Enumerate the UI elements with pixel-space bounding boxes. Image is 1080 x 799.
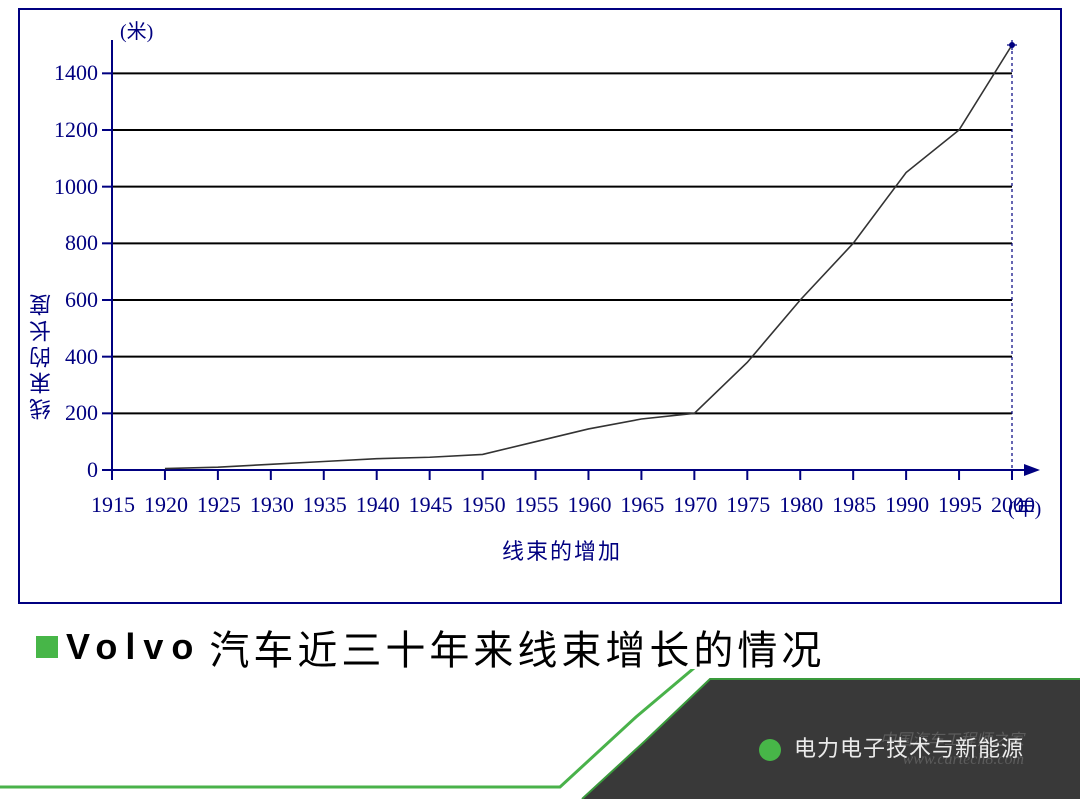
y-axis-unit: (米) [120, 15, 153, 44]
x-tick-label: 1965 [615, 492, 669, 518]
x-tick-label: 1995 [933, 492, 987, 518]
x-tick-label: 1935 [298, 492, 352, 518]
x-axis-title: 线束的增加 [502, 534, 622, 566]
y-axis-title: 线束的长度 [26, 290, 58, 420]
x-tick-label: 1940 [351, 492, 405, 518]
x-tick-label: 1930 [245, 492, 299, 518]
chart-area [100, 40, 1040, 510]
caption-volvo: Volvo [66, 626, 201, 668]
watermark-source-text: 电力电子技术与新能源 [794, 736, 1024, 761]
y-tick-label: 400 [65, 344, 98, 370]
x-tick-label: 1990 [880, 492, 934, 518]
x-tick-label: 1975 [721, 492, 775, 518]
x-tick-label: 1925 [192, 492, 246, 518]
y-tick-label: 0 [87, 457, 98, 483]
x-tick-label: 1915 [86, 492, 140, 518]
caption-row: Volvo 汽车近三十年来线束增长的情况 [36, 618, 825, 676]
y-tick-label: 600 [65, 287, 98, 313]
chart-svg [100, 40, 1040, 510]
x-tick-label: 1980 [774, 492, 828, 518]
x-tick-label: 1945 [404, 492, 458, 518]
x-tick-label: 1920 [139, 492, 193, 518]
y-tick-label: 1000 [54, 174, 98, 200]
y-tick-label: 800 [65, 230, 98, 256]
x-tick-label: 1985 [827, 492, 881, 518]
y-tick-label: 200 [65, 400, 98, 426]
y-tick-label: 1200 [54, 117, 98, 143]
x-tick-label: 1970 [668, 492, 722, 518]
y-tick-label: 1400 [54, 60, 98, 86]
bullet-icon [36, 636, 58, 658]
caption-text: 汽车近三十年来线束增长的情况 [209, 618, 825, 676]
x-tick-label: 1960 [562, 492, 616, 518]
x-tick-label: 1955 [510, 492, 564, 518]
watermark-source: 电力电子技术与新能源 [759, 731, 1024, 763]
x-axis-unit: (年) [1008, 492, 1041, 521]
wechat-icon [759, 739, 781, 761]
x-tick-label: 1950 [457, 492, 511, 518]
